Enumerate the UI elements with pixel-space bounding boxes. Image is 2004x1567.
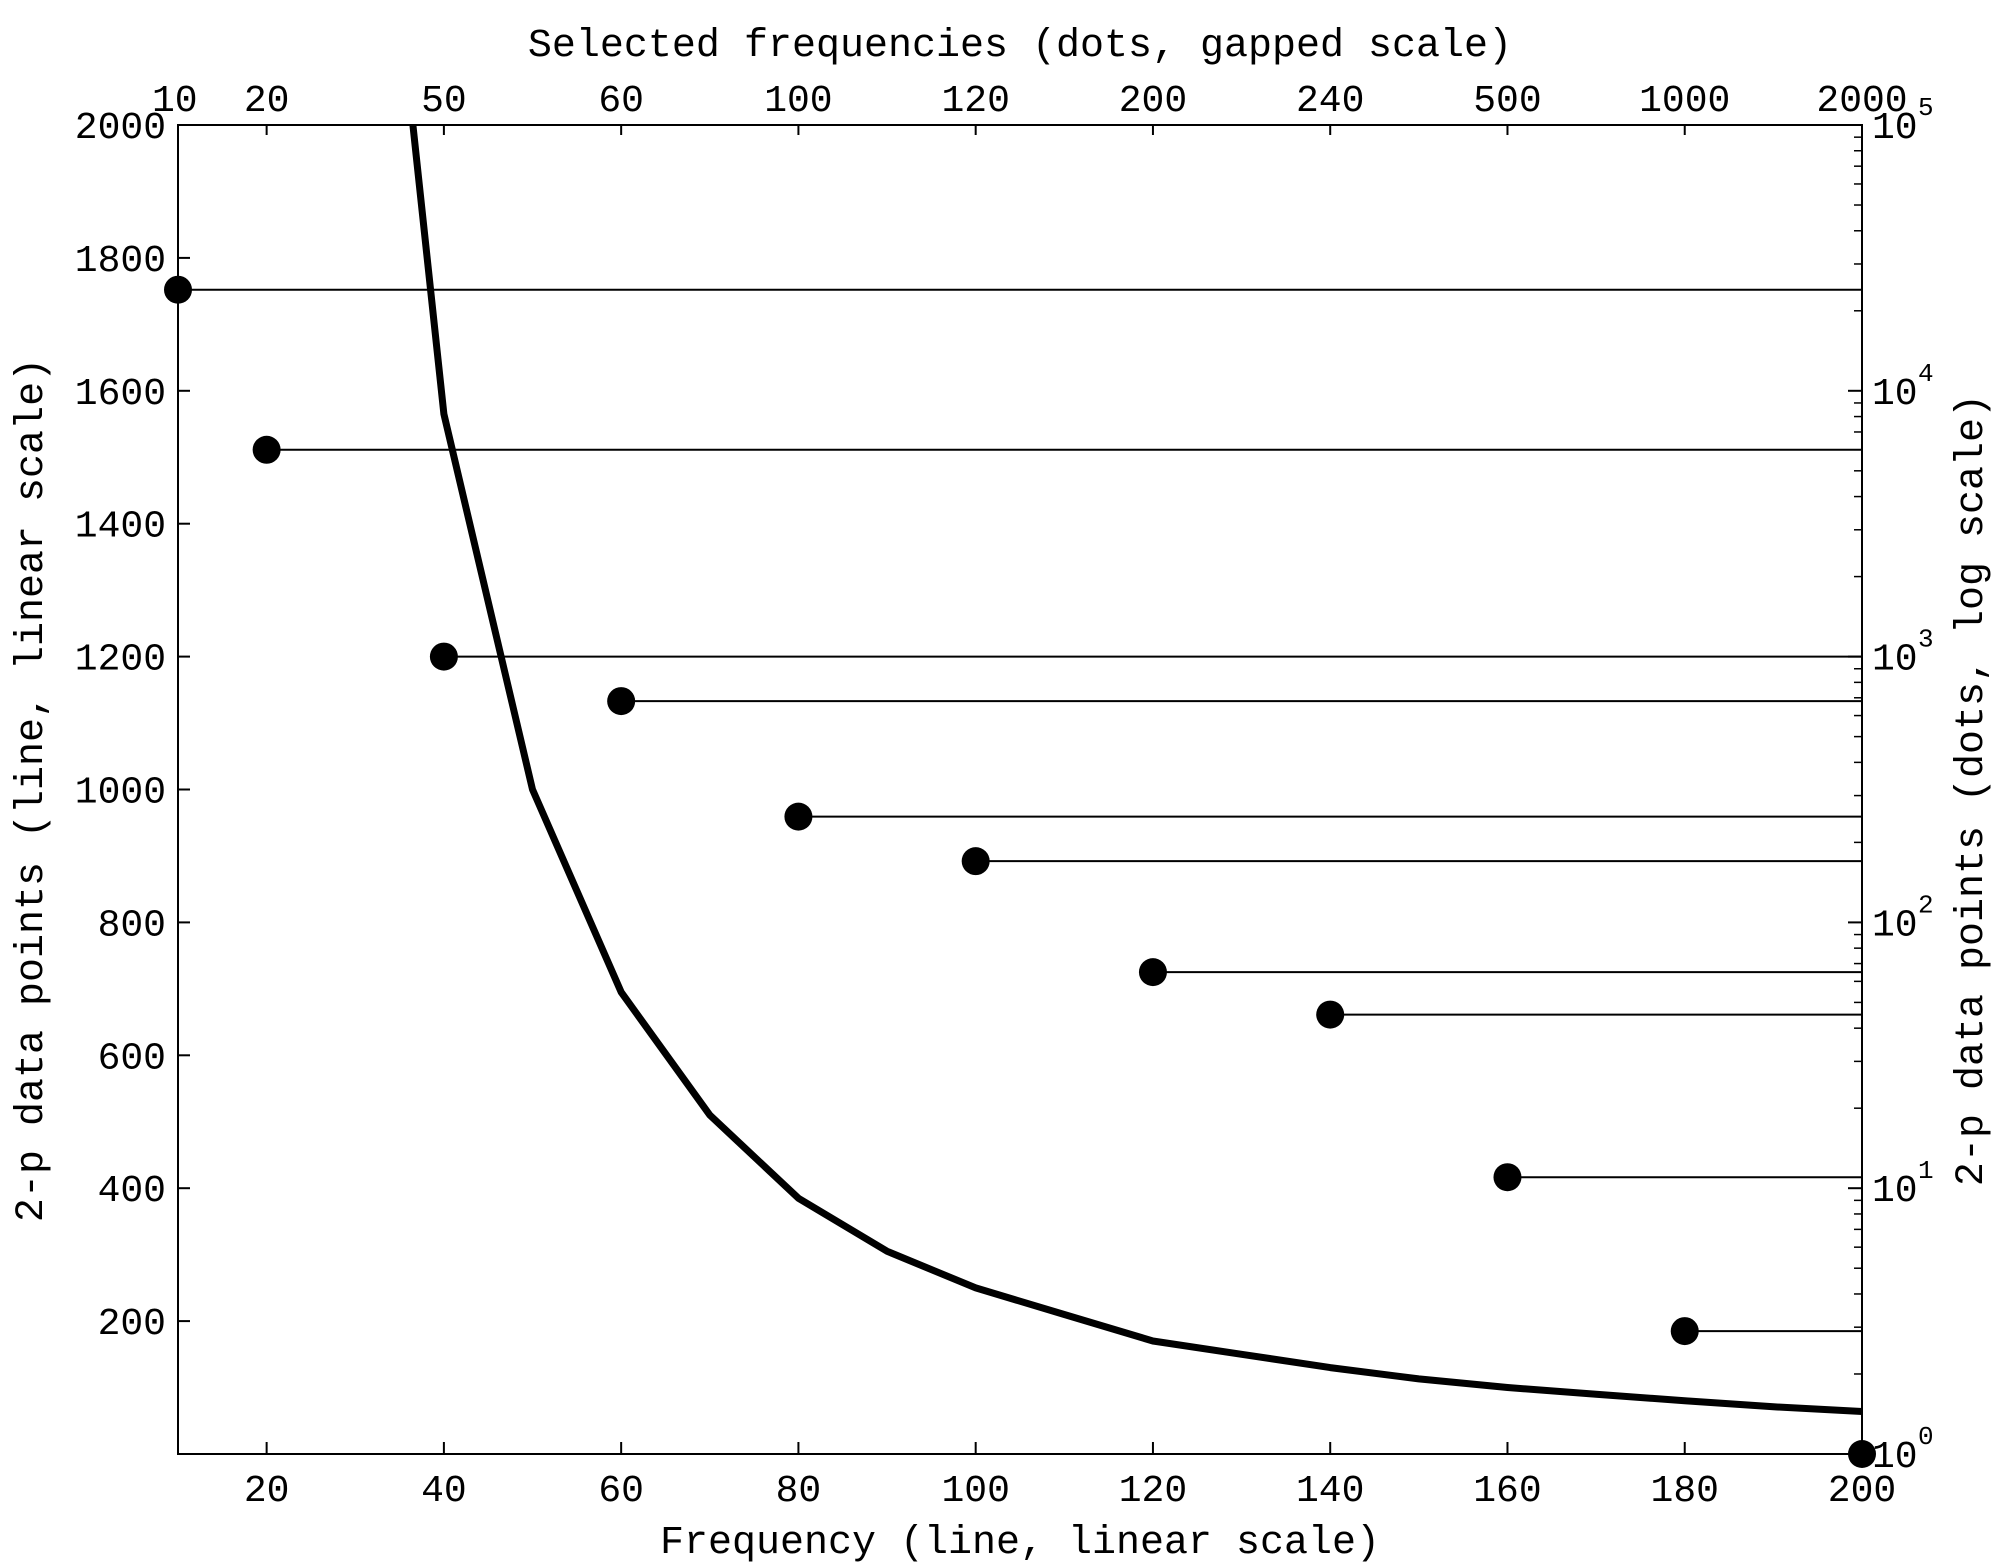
series-line (409, 124, 1863, 1415)
data-dot (1848, 1440, 1876, 1468)
plot-area (177, 124, 1863, 1455)
data-dot (164, 275, 192, 304)
top-tick-label: 2000 (1816, 80, 1907, 123)
x-axis-label-top: Selected frequencies (dots, gapped scale… (528, 24, 1512, 69)
x-tick-label: 160 (1473, 1470, 1541, 1513)
top-tick-label: 240 (1296, 80, 1364, 123)
dot-stems (178, 288, 1862, 1333)
y-tick-label: 400 (98, 1170, 166, 1213)
top-tick-label: 500 (1473, 80, 1541, 123)
right-tick-exponent: 3 (1918, 625, 1934, 655)
x-axis-label-bottom: Frequency (line, linear scale) (660, 1521, 1380, 1566)
data-dot (1316, 1000, 1345, 1029)
top-axis: 10 20 50 60 100 120 200 240 500 1000 2000 (152, 80, 1908, 135)
x-tick-label: 60 (598, 1470, 644, 1513)
y-tick-label: 1000 (75, 772, 166, 815)
right-tick-label: 10 (1872, 107, 1918, 150)
right-tick-label: 10 (1872, 1170, 1918, 1213)
x-tick-label: 120 (1119, 1470, 1187, 1513)
y-tick-label: 1600 (75, 373, 166, 416)
top-tick-label: 100 (764, 80, 832, 123)
data-dot (607, 687, 636, 716)
x-tick-label: 200 (1828, 1470, 1896, 1513)
data-dot (1138, 958, 1167, 987)
x-tick-label: 80 (776, 1470, 822, 1513)
right-tick-label: 10 (1872, 1436, 1918, 1479)
data-dot (961, 847, 990, 876)
data-dot (1493, 1163, 1522, 1192)
bottom-axis: 20 40 60 80 100 120 140 160 180 200 (244, 1442, 1896, 1513)
top-tick-label: 120 (941, 80, 1009, 123)
x-tick-label: 100 (941, 1470, 1009, 1513)
top-tick-label: 60 (598, 80, 644, 123)
left-axis: 200 400 600 800 1000 1200 1400 1600 1800 2000 (75, 107, 190, 1346)
y-tick-label: 2000 (75, 107, 166, 150)
top-tick-label: 200 (1119, 80, 1187, 123)
x-tick-label: 40 (421, 1470, 467, 1513)
y-tick-label: 1200 (75, 639, 166, 682)
top-tick-label: 50 (421, 80, 467, 123)
y-axis-label-left: 2-p data points (line, linear scale) (10, 358, 55, 1222)
x-tick-label: 180 (1651, 1470, 1719, 1513)
data-dot (784, 802, 813, 831)
y-tick-label: 200 (98, 1303, 166, 1346)
y-axis-label-right: 2-p data points (dots, log scale) (1950, 394, 1995, 1186)
right-tick-exponent: 0 (1918, 1422, 1934, 1452)
x-tick-label: 20 (244, 1470, 290, 1513)
x-tick-label: 140 (1296, 1470, 1364, 1513)
right-tick-exponent: 4 (1918, 359, 1934, 389)
top-tick-label: 1000 (1639, 80, 1730, 123)
y-tick-label: 600 (98, 1037, 166, 1080)
data-dot (1670, 1317, 1699, 1346)
data-dot (252, 435, 281, 464)
top-tick-label: 10 (152, 80, 198, 123)
right-tick-label: 10 (1872, 639, 1918, 682)
y-tick-label: 800 (98, 904, 166, 947)
right-tick-exponent: 1 (1918, 1156, 1934, 1186)
top-tick-label: 20 (244, 80, 290, 123)
series-dots (164, 275, 1876, 1468)
y-tick-label: 1400 (75, 506, 166, 549)
data-dot (429, 642, 458, 671)
y-tick-label: 1800 (75, 240, 166, 283)
right-tick-label: 10 (1872, 373, 1918, 416)
right-tick-exponent: 5 (1918, 93, 1934, 123)
right-tick-label: 10 (1872, 904, 1918, 947)
right-tick-exponent: 2 (1918, 890, 1934, 920)
